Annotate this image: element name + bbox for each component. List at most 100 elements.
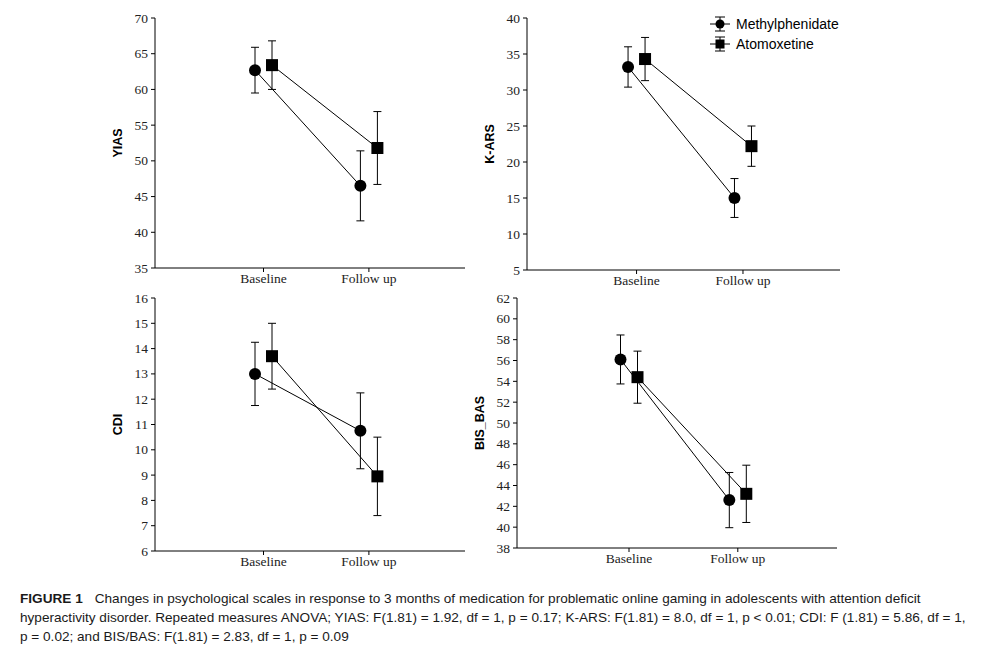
y-tick bbox=[151, 125, 155, 126]
y-tick bbox=[513, 506, 517, 507]
y-tick bbox=[513, 423, 517, 424]
y-tick bbox=[523, 18, 527, 19]
marker bbox=[354, 425, 366, 437]
y-tick-label: 12 bbox=[135, 392, 149, 407]
y-tick-label: 65 bbox=[135, 46, 149, 61]
y-tick-label: 5 bbox=[513, 263, 520, 278]
series-line bbox=[272, 65, 377, 148]
y-tick bbox=[523, 270, 527, 271]
caption-block: FIGURE 1Changes in psychological scales … bbox=[20, 589, 975, 646]
y-tick bbox=[151, 525, 155, 526]
y-tick bbox=[151, 399, 155, 400]
y-tick-label: 9 bbox=[141, 468, 148, 483]
y-tick-label: 50 bbox=[135, 153, 149, 168]
y-tick bbox=[513, 527, 517, 528]
y-tick-label: 40 bbox=[507, 11, 521, 26]
marker bbox=[371, 470, 383, 482]
y-tick bbox=[151, 196, 155, 197]
panel: 678910111213141516BaselineFollow upCDI bbox=[111, 291, 465, 570]
y-tick bbox=[523, 162, 527, 163]
y-tick bbox=[523, 126, 527, 127]
y-tick-label: 70 bbox=[135, 11, 149, 26]
y-tick-label: 46 bbox=[497, 457, 511, 472]
y-tick-label: 8 bbox=[141, 493, 148, 508]
y-axis bbox=[155, 18, 156, 268]
y-label: K-ARS bbox=[483, 124, 497, 164]
x-tick-label: Follow up bbox=[715, 273, 770, 288]
y-tick-label: 35 bbox=[507, 47, 521, 62]
data-group bbox=[622, 37, 757, 217]
y-tick-label: 48 bbox=[497, 436, 511, 451]
panel: 38404244464850525456586062BaselineFollow… bbox=[473, 291, 837, 567]
figure: 35 40 45 50 55 60 65 70 Baseline Follow up YIAS 5 10… bbox=[0, 0, 991, 585]
x-axis bbox=[517, 548, 837, 549]
y-tick-label: 25 bbox=[507, 119, 521, 134]
y-tick-label: 14 bbox=[135, 341, 149, 356]
y-tick-label: 44 bbox=[497, 478, 511, 493]
y-tick-label: 40 bbox=[497, 520, 511, 535]
legend-label: Atomoxetine bbox=[736, 36, 814, 52]
caption: Changes in psychological scales in respo… bbox=[20, 591, 966, 644]
y-tick bbox=[151, 323, 155, 324]
y-tick-label: 60 bbox=[135, 82, 149, 97]
data-group bbox=[249, 323, 383, 515]
y-tick bbox=[513, 318, 517, 319]
y-tick bbox=[513, 485, 517, 486]
y-tick bbox=[513, 298, 517, 299]
y-tick-label: 55 bbox=[135, 118, 149, 133]
y-tick bbox=[151, 53, 155, 54]
y-label: YIAS bbox=[111, 128, 125, 157]
x-axis bbox=[527, 270, 840, 271]
legend: MethylphenidateAtomoxetine bbox=[710, 16, 839, 52]
y-tick-label: 58 bbox=[497, 332, 511, 347]
y-tick-label: 16 bbox=[135, 291, 149, 306]
series-line bbox=[272, 356, 377, 476]
x-tick-label: Follow up bbox=[341, 554, 396, 569]
y-tick bbox=[523, 198, 527, 199]
y-tick bbox=[151, 424, 155, 425]
marker bbox=[728, 192, 740, 204]
x-tick-label: Baseline bbox=[613, 273, 660, 288]
x-axis bbox=[155, 268, 465, 269]
y-label: CDI bbox=[111, 414, 125, 436]
series-line bbox=[638, 377, 747, 494]
x-tick-label: Baseline bbox=[240, 554, 287, 569]
y-tick bbox=[151, 348, 155, 349]
x-tick-label: Baseline bbox=[240, 271, 287, 286]
y-tick bbox=[151, 449, 155, 450]
marker bbox=[723, 494, 735, 506]
y-tick bbox=[513, 402, 517, 403]
panel: 510152025303540BaselineFollow upK-ARSMet… bbox=[483, 11, 840, 289]
y-tick-label: 20 bbox=[507, 155, 521, 170]
series-line bbox=[621, 359, 730, 500]
y-tick-label: 56 bbox=[497, 353, 511, 368]
marker bbox=[266, 59, 278, 71]
y-tick bbox=[513, 464, 517, 465]
x-tick-label: Baseline bbox=[606, 551, 653, 566]
y-tick bbox=[151, 18, 155, 19]
y-tick-label: 15 bbox=[507, 191, 521, 206]
y-tick-label: 52 bbox=[497, 395, 511, 410]
series-line bbox=[645, 59, 751, 146]
y-tick bbox=[151, 298, 155, 299]
y-tick bbox=[151, 232, 155, 233]
marker bbox=[249, 64, 261, 76]
y-tick-label: 45 bbox=[135, 189, 149, 204]
y-tick-label: 10 bbox=[507, 227, 521, 242]
panel: 3540455055606570BaselineFollow upYIAS bbox=[111, 11, 465, 287]
marker bbox=[615, 353, 627, 365]
marker bbox=[632, 371, 644, 383]
y-tick-label: 54 bbox=[497, 374, 511, 389]
marker bbox=[249, 368, 261, 380]
y-tick-label: 11 bbox=[135, 417, 148, 432]
data-group bbox=[249, 41, 383, 221]
y-tick bbox=[151, 89, 155, 90]
legend-marker bbox=[716, 40, 725, 49]
y-tick bbox=[523, 54, 527, 55]
marker bbox=[266, 350, 278, 362]
y-tick-label: 15 bbox=[135, 316, 149, 331]
y-tick bbox=[151, 160, 155, 161]
y-tick bbox=[151, 475, 155, 476]
y-label: BIS_BAS bbox=[473, 396, 487, 450]
y-tick bbox=[513, 339, 517, 340]
